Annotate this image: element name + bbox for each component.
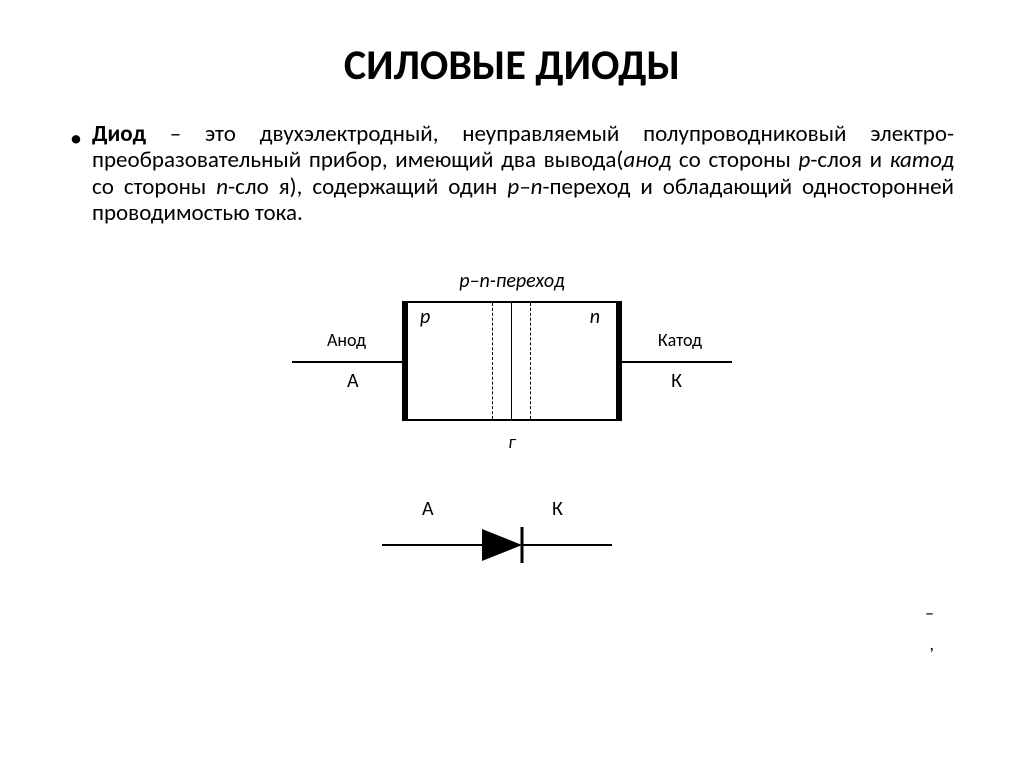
diode-symbol-svg [382,525,642,565]
cathode-letter: К [671,369,682,393]
slide-title: СИЛОВЫЕ ДИОДЫ [70,40,954,91]
stray-marks: – , [925,601,934,657]
pn-junction-label: p–n-переход [292,269,732,293]
n-region-label: n [590,305,600,329]
figures-area: p–n-переход Анод А Катод К p n г А К [70,269,954,567]
definition-term: Диод [92,120,146,148]
pn-sub-label: г [292,431,732,453]
anode-lead-line [292,361,402,363]
p-region-label: p [420,305,430,329]
definition-text: Диод – это двухэлектродный, неуправляемы… [92,121,954,227]
depletion-dash-left [492,303,493,419]
definition-block: • Диод – это двухэлектродный, неуправляе… [70,121,954,227]
stray-comma: , [930,632,935,657]
definition-body: – это двухэлектродный, неуправляемый пол… [92,120,954,227]
diode-symbol-diagram: А К [382,497,642,567]
junction-mid-line [511,303,512,419]
pn-structure-diagram: p–n-переход Анод А Катод К p n г [292,269,732,459]
symbol-cathode-letter: К [552,497,563,521]
symbol-anode-letter: А [422,497,434,521]
anode-label: Анод [327,329,366,351]
depletion-dash-right [530,303,531,419]
bullet-icon: • [70,121,92,151]
cathode-label: Катод [658,329,702,351]
slide: СИЛОВЫЕ ДИОДЫ • Диод – это двухэлектродн… [0,0,1024,767]
anode-letter: А [347,369,359,393]
stray-dash: – [925,601,934,626]
cathode-lead-line [622,361,732,363]
